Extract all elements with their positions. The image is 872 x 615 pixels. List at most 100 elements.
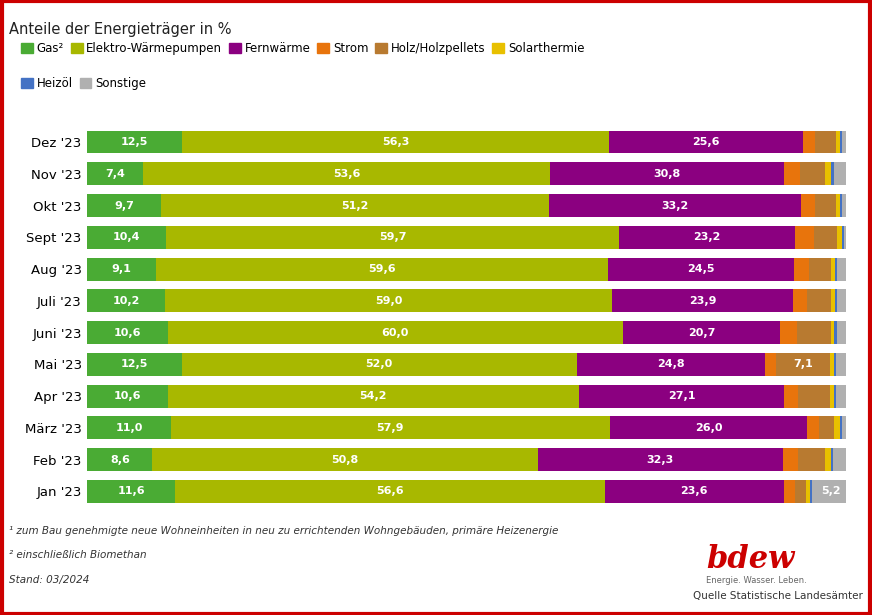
Bar [87,416,171,439]
Bar [833,448,846,471]
Bar [579,385,785,408]
Bar [610,130,803,153]
Text: 23,6: 23,6 [680,486,708,496]
Bar [794,258,809,280]
Text: Stand: 03/2024: Stand: 03/2024 [9,575,89,585]
Bar [834,385,836,408]
Legend: Heizöl, Sonstige: Heizöl, Sonstige [21,77,146,90]
Bar [165,290,612,312]
Bar [619,226,795,248]
Bar [842,194,846,217]
Bar [834,416,840,439]
Text: 9,7: 9,7 [114,200,134,210]
Bar [825,162,831,185]
Bar [830,385,834,408]
Bar [803,130,814,153]
Bar [814,194,836,217]
Text: 10,2: 10,2 [112,296,140,306]
Bar [153,448,538,471]
Text: Quelle Statistische Landesämter: Quelle Statistische Landesämter [693,592,863,601]
Bar [87,162,143,185]
Bar [807,290,831,312]
Bar [825,448,831,471]
Bar [784,480,795,503]
Bar [182,130,610,153]
Text: 10,6: 10,6 [113,391,141,401]
Bar [831,321,835,344]
Text: 23,2: 23,2 [693,232,720,242]
Bar [840,130,842,153]
Bar [156,258,609,280]
Bar [87,448,153,471]
Text: 51,2: 51,2 [341,200,369,210]
Text: 53,6: 53,6 [333,169,360,179]
Bar [807,480,810,503]
Bar [87,290,165,312]
Bar [612,290,794,312]
Bar [840,194,842,217]
Bar [87,258,156,280]
Bar [819,416,834,439]
Bar [538,448,783,471]
Bar [87,480,175,503]
Text: 9,1: 9,1 [112,264,132,274]
Bar [798,448,825,471]
Text: 59,0: 59,0 [375,296,402,306]
Text: 10,6: 10,6 [113,328,141,338]
Bar [794,290,807,312]
Text: 25,6: 25,6 [692,137,720,147]
Bar [87,321,167,344]
Bar [87,353,182,376]
Bar [807,416,819,439]
Bar [840,416,842,439]
Text: 52,0: 52,0 [365,359,393,370]
Bar [842,226,843,248]
Text: 27,1: 27,1 [668,391,695,401]
Bar [171,416,610,439]
Text: 57,9: 57,9 [377,423,404,433]
Text: 11,0: 11,0 [115,423,143,433]
Bar [831,290,835,312]
Bar [843,226,846,248]
Bar [182,353,576,376]
Text: 8,6: 8,6 [110,454,130,465]
Text: 50,8: 50,8 [331,454,358,465]
Bar [609,258,794,280]
Bar [801,194,814,217]
Bar [800,162,825,185]
Bar [809,258,831,280]
Bar [834,353,836,376]
Text: 10,4: 10,4 [112,232,140,242]
Bar [835,321,837,344]
Bar [831,162,835,185]
Text: ² einschließlich Biomethan: ² einschließlich Biomethan [9,550,146,560]
Text: Energie. Wasser. Leben.: Energie. Wasser. Leben. [706,576,807,585]
Bar [160,194,549,217]
Text: bdew: bdew [706,544,794,575]
Bar [796,321,831,344]
Bar [842,130,846,153]
Bar [87,226,166,248]
Text: 12,5: 12,5 [121,137,148,147]
Text: 11,6: 11,6 [118,486,145,496]
Bar [623,321,780,344]
Bar [143,162,550,185]
Text: 24,8: 24,8 [657,359,685,370]
Bar [604,480,784,503]
Text: 26,0: 26,0 [695,423,722,433]
Text: 54,2: 54,2 [359,391,387,401]
Bar [812,480,851,503]
Bar [831,448,833,471]
Bar [549,194,801,217]
Bar [835,258,837,280]
Bar [167,385,579,408]
Bar [795,480,807,503]
Text: 7,4: 7,4 [106,169,126,179]
Bar [550,162,784,185]
Text: 33,2: 33,2 [662,200,689,210]
Bar [780,321,796,344]
Bar [835,290,837,312]
Bar [837,258,846,280]
Bar [837,290,846,312]
Bar [765,353,776,376]
